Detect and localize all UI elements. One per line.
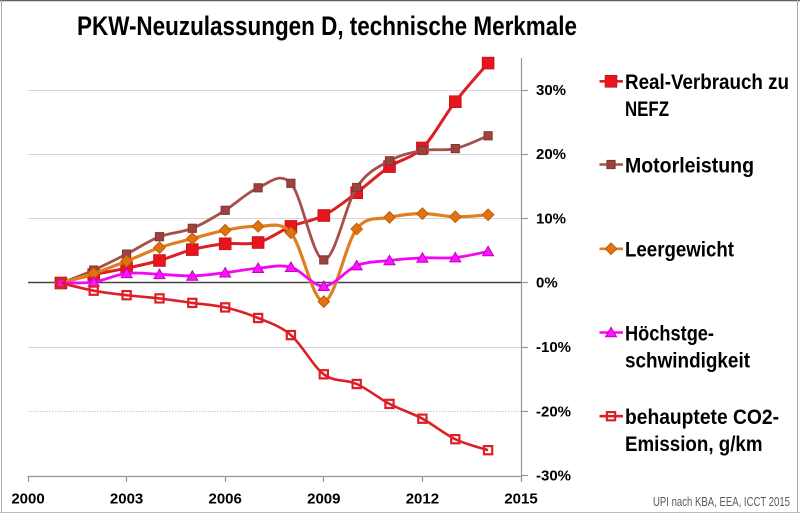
svg-text:2012: 2012 (406, 491, 439, 508)
svg-text:-10%: -10% (536, 339, 571, 356)
svg-text:Leergewicht: Leergewicht (625, 238, 734, 262)
svg-text:2009: 2009 (307, 491, 340, 508)
svg-text:PKW-Neuzulassungen D, technisc: PKW-Neuzulassungen D, technische Merkmal… (77, 11, 577, 41)
svg-text:-20%: -20% (536, 403, 571, 420)
svg-text:Höchstge-: Höchstge- (625, 321, 714, 345)
svg-text:2015: 2015 (504, 491, 537, 508)
svg-text:Motorleistung: Motorleistung (625, 153, 754, 177)
svg-text:2000: 2000 (11, 491, 44, 508)
svg-text:2006: 2006 (209, 491, 242, 508)
svg-text:0%: 0% (536, 275, 558, 292)
svg-text:UPI nach KBA, EEA, ICCT 2015: UPI nach KBA, EEA, ICCT 2015 (653, 494, 790, 509)
svg-text:10%: 10% (536, 210, 566, 227)
svg-text:20%: 20% (536, 146, 566, 163)
svg-text:Real-Verbrauch zu: Real-Verbrauch zu (625, 70, 789, 94)
svg-text:-30%: -30% (536, 468, 571, 485)
svg-text:30%: 30% (536, 82, 566, 99)
svg-text:2003: 2003 (110, 491, 143, 508)
svg-text:NEFZ: NEFZ (625, 97, 669, 121)
svg-text:Emission, g/km: Emission, g/km (625, 432, 763, 456)
svg-text:schwindigkeit: schwindigkeit (625, 348, 750, 372)
svg-text:behauptete CO2-: behauptete CO2- (625, 405, 779, 429)
